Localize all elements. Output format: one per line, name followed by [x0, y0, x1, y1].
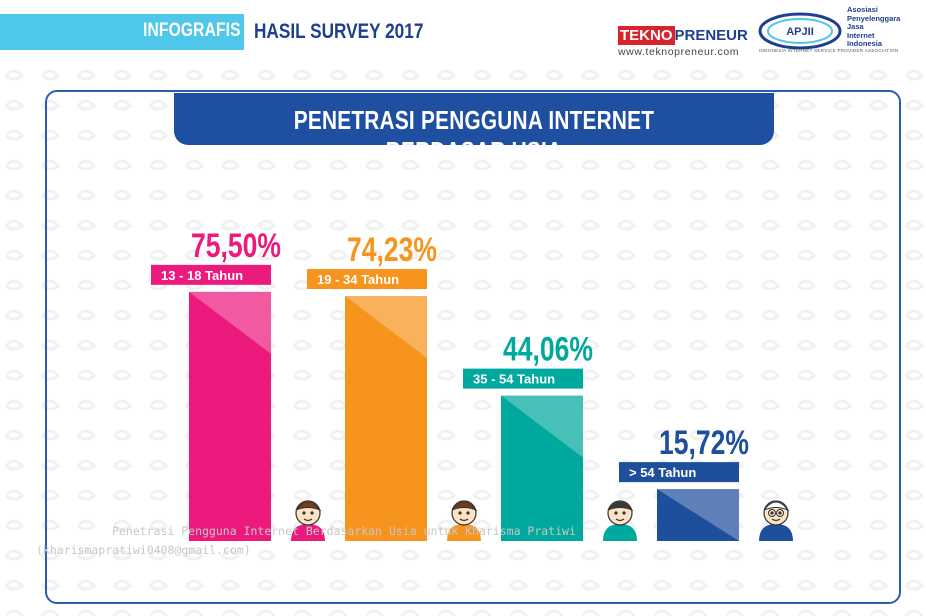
apjii-line: Asosiasi [847, 5, 878, 14]
category-label: > 54 Tahun [629, 465, 696, 480]
apjii-logo-icon: APJII [758, 12, 842, 50]
apjii-name: Asosiasi Penyelenggara Jasa Internet Ind… [847, 5, 907, 49]
bar [345, 296, 427, 541]
category-label: 35 - 54 Tahun [473, 372, 555, 387]
category-label-box [151, 264, 271, 285]
value-label: 75,50% [191, 227, 281, 265]
header-tag: INFOGRAFIS [143, 20, 241, 41]
brand-url: www.teknopreneur.com [618, 46, 740, 58]
chart-title-banner [174, 93, 774, 145]
apjii-badge: APJII [786, 26, 814, 38]
apjii-line: Indonesia [847, 39, 883, 48]
apjii-line: Jasa [847, 22, 864, 31]
apjii-subtitle: INDONESIA INTERNET SERVICE PROVIDER ASSO… [759, 48, 899, 53]
teknopreneur-logo: TEKNO PRENEUR [618, 26, 748, 45]
apjii-line: Penyelenggara [847, 13, 901, 23]
category-label-box [619, 462, 739, 483]
chart-frame [45, 90, 901, 604]
value-label: 74,23% [347, 231, 437, 269]
chart-title: PENETRASI PENGGUNA INTERNET BERDASAR USI… [293, 105, 655, 166]
bar-highlight [189, 291, 271, 354]
elder-face-icon [759, 500, 793, 541]
header-title: HASIL SURVEY 2017 [254, 20, 424, 43]
apjii-line: Internet [847, 30, 875, 40]
category-label: 19 - 34 Tahun [317, 272, 399, 287]
adult-face-icon [603, 500, 637, 541]
category-label-box [307, 269, 427, 290]
header-tag-bar [0, 14, 244, 50]
brand-rest: PRENEUR [674, 27, 748, 44]
bar [501, 395, 583, 541]
category-label: 13 - 18 Tahun [161, 268, 243, 283]
bar [657, 489, 739, 541]
bar-highlight [657, 489, 739, 541]
value-label: 15,72% [659, 424, 749, 462]
watermark-line-1: Penetrasi Pengguna Internet Berdasarkan … [112, 524, 576, 538]
bar [189, 291, 271, 541]
brand-highlight: TEKNO [618, 26, 675, 45]
value-label: 44,06% [503, 330, 593, 368]
teen-face-icon [291, 500, 325, 541]
bar-highlight [345, 296, 427, 359]
bar-highlight [501, 395, 583, 458]
watermark-line-2: (kharismapratiwi0408@gmail.com) [36, 543, 251, 557]
category-label-box [463, 368, 583, 389]
young-adult-face-icon [447, 500, 481, 541]
